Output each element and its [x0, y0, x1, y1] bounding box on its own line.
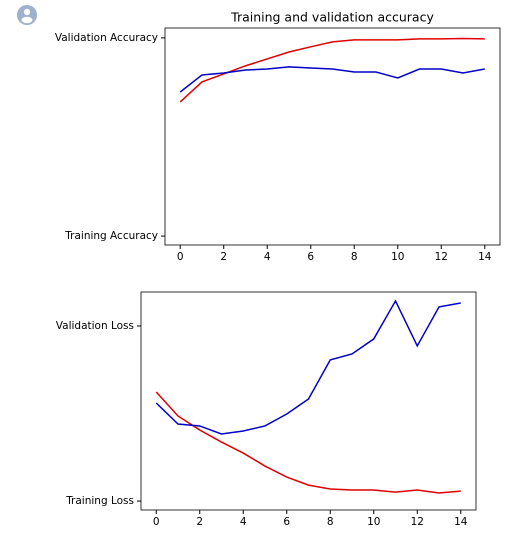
data-line: [179, 37, 485, 103]
x-tick-label: 4: [264, 251, 271, 263]
x-tick-label: 6: [283, 516, 290, 528]
data-line: [155, 299, 461, 435]
plot-frame: [164, 27, 501, 246]
chart-title: Training and validation accuracy: [230, 10, 434, 25]
data-line: [179, 66, 485, 93]
x-tick-label: 8: [327, 516, 334, 528]
x-tick-label: 2: [196, 516, 203, 528]
x-tick-label: 4: [240, 516, 247, 528]
x-tick-label: 14: [454, 516, 468, 528]
y-tick-label: Training Accuracy: [64, 230, 158, 242]
x-tick-label: 10: [391, 251, 404, 263]
x-tick-label: 0: [153, 516, 160, 528]
x-tick-label: 6: [307, 251, 314, 263]
data-line: [155, 391, 461, 494]
x-tick-label: 2: [220, 251, 227, 263]
x-tick-label: 8: [351, 251, 358, 263]
avatar-icon: [17, 5, 37, 25]
plot-frame: [140, 291, 477, 511]
x-tick-label: 0: [177, 251, 184, 263]
x-tick-label: 14: [478, 251, 492, 263]
x-tick-label: 10: [367, 516, 380, 528]
y-tick-label: Validation Loss: [56, 320, 134, 332]
y-tick-label: Validation Accuracy: [55, 32, 158, 44]
x-tick-label: 12: [435, 251, 448, 263]
x-tick-label: 12: [411, 516, 424, 528]
y-tick-label: Training Loss: [65, 495, 134, 507]
